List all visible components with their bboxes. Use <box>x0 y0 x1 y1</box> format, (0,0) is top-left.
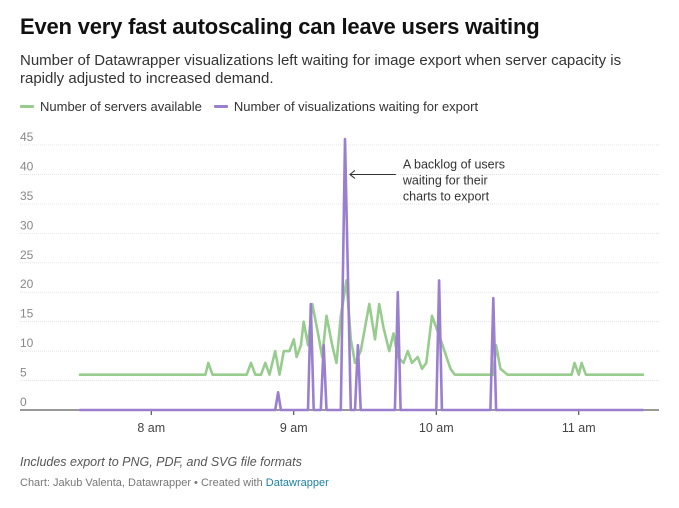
y-tick-label-25: 25 <box>20 248 34 262</box>
legend-label-servers: Number of servers available <box>40 99 202 114</box>
chart-notes: Includes export to PNG, PDF, and SVG fil… <box>20 455 302 469</box>
annotation-text-line-3: charts to export <box>403 189 490 203</box>
y-tick-label-40: 40 <box>20 159 34 173</box>
datawrapper-link[interactable]: Datawrapper <box>265 477 329 489</box>
annotation-text-line-2: waiting for their <box>402 173 488 187</box>
grid-layer: 0 5 10 15 20 25 30 35 40 45 <box>20 130 659 411</box>
legend-item-waiting: Number of visualizations waiting for exp… <box>213 99 479 114</box>
legend-item-servers: Number of servers available <box>20 99 202 114</box>
legend-swatch-waiting <box>213 105 228 108</box>
legend-swatch-servers <box>20 105 34 108</box>
x-tick-label-11: 11 am <box>562 421 596 435</box>
legend-label-waiting: Number of visualizations waiting for exp… <box>233 99 479 114</box>
y-tick-label-20: 20 <box>20 277 34 291</box>
byline-text: Chart: Jakub Valenta, Datawrapper • Crea… <box>20 477 266 489</box>
y-tick-label-5: 5 <box>20 366 27 380</box>
chart-subtitle: Number of Datawrapper visualizations lef… <box>20 52 622 87</box>
y-tick-label-35: 35 <box>20 189 34 203</box>
annotation-arrow-head <box>349 170 356 179</box>
y-tick-label-45: 45 <box>20 130 34 144</box>
y-tick-label-15: 15 <box>20 307 34 321</box>
y-tick-label-10: 10 <box>20 336 34 350</box>
y-tick-label-30: 30 <box>20 218 34 232</box>
annotation-layer: A backlog of users waiting for their chart… <box>349 157 505 203</box>
line-chart: 0 5 10 15 20 25 30 35 40 45 8 am 9 am 10 am 11 am A … <box>20 130 659 435</box>
series-line-waiting <box>78 137 645 412</box>
byline: Chart: Jakub Valenta, Datawrapper • Crea… <box>20 477 329 489</box>
chart-title: Even very fast autoscaling can leave use… <box>20 14 540 39</box>
annotation-text-line-1: A backlog of users <box>403 157 505 171</box>
x-axis: 8 am 9 am 10 am 11 am <box>137 410 596 435</box>
x-tick-label-8: 8 am <box>137 421 165 435</box>
y-tick-label-0: 0 <box>20 395 27 409</box>
x-tick-label-10: 10 am <box>419 421 454 435</box>
series-line-servers <box>78 279 645 376</box>
legend: Number of servers available Number of vi… <box>20 99 490 114</box>
x-tick-label-9: 9 am <box>280 421 308 435</box>
series-layer <box>78 137 645 412</box>
